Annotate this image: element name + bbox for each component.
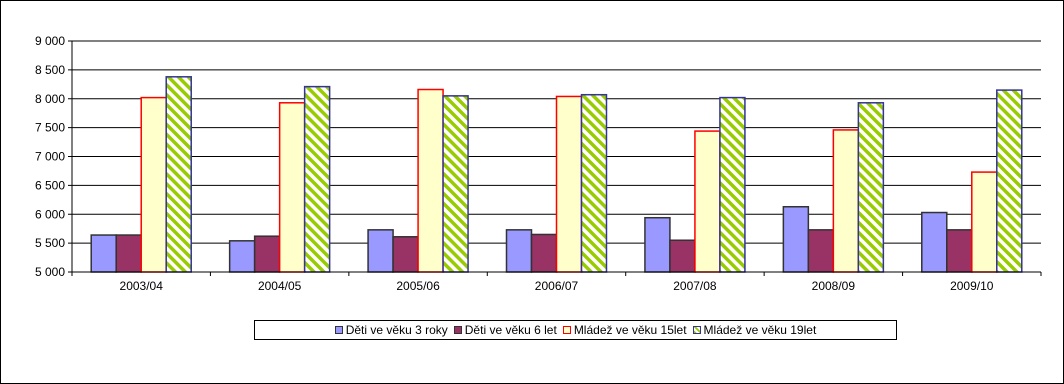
legend-swatch: [562, 326, 571, 334]
x-tick-label: 2004/05: [258, 279, 302, 293]
y-tick-label: 8 500: [35, 63, 65, 77]
bar: [996, 89, 1023, 273]
bar: [782, 205, 810, 273]
bar: [90, 234, 117, 273]
bar: [669, 239, 696, 273]
bar: [392, 236, 419, 273]
bar: [807, 229, 835, 273]
bar: [505, 229, 533, 273]
bar: [971, 171, 998, 273]
legend-item: Mládež ve věku 15let: [562, 323, 687, 337]
bar: [946, 229, 973, 273]
y-tick-label: 7 500: [35, 121, 65, 135]
bar: [140, 96, 167, 273]
y-tick-label: 5 000: [35, 265, 65, 279]
x-tick-label: 2006/07: [535, 279, 579, 293]
legend-item: Mládež ve věku 19let: [692, 323, 817, 337]
y-tick-label: 6 500: [35, 178, 65, 192]
y-tick-label: 9 000: [35, 34, 65, 48]
bar: [921, 211, 948, 273]
bar: [857, 102, 885, 273]
bar: [115, 234, 142, 273]
bar: [303, 85, 331, 273]
legend-label: Děti ve věku 3 roky: [345, 323, 448, 337]
bar: [644, 216, 671, 273]
bar: [555, 95, 583, 273]
x-tick-label: 2007/08: [673, 279, 717, 293]
bar: [580, 93, 608, 273]
bar: [417, 88, 444, 273]
bar: [442, 95, 469, 273]
x-tick-label: 2005/06: [396, 279, 440, 293]
bar: [530, 233, 558, 273]
legend-label: Děti ve věku 6 let: [464, 323, 557, 337]
bar: [367, 229, 394, 273]
legend-swatch: [453, 326, 462, 334]
legend-item: Děti ve věku 6 let: [453, 323, 557, 337]
legend-swatch: [692, 326, 701, 334]
x-tick-label: 2003/04: [120, 279, 164, 293]
y-tick-label: 6 000: [35, 207, 65, 221]
x-tick-label: 2008/09: [812, 279, 856, 293]
bar: [278, 102, 306, 273]
chart-legend: Děti ve věku 3 roky Děti ve věku 6 let Mlá…: [254, 320, 897, 340]
bar: [719, 96, 746, 273]
legend-item: Děti ve věku 3 roky: [334, 323, 448, 337]
legend-swatch: [334, 326, 343, 334]
y-tick-label: 5 500: [35, 236, 65, 250]
y-tick-label: 8 000: [35, 92, 65, 106]
y-tick-label: 7 000: [35, 150, 65, 164]
bar: [832, 129, 860, 273]
legend-label: Mládež ve věku 19let: [703, 323, 817, 337]
bar: [165, 76, 192, 273]
x-tick-label: 2009/10: [950, 279, 994, 293]
bar: [694, 130, 721, 273]
bar: [253, 235, 281, 273]
bar: [228, 240, 256, 273]
legend-label: Mládež ve věku 15let: [573, 323, 687, 337]
